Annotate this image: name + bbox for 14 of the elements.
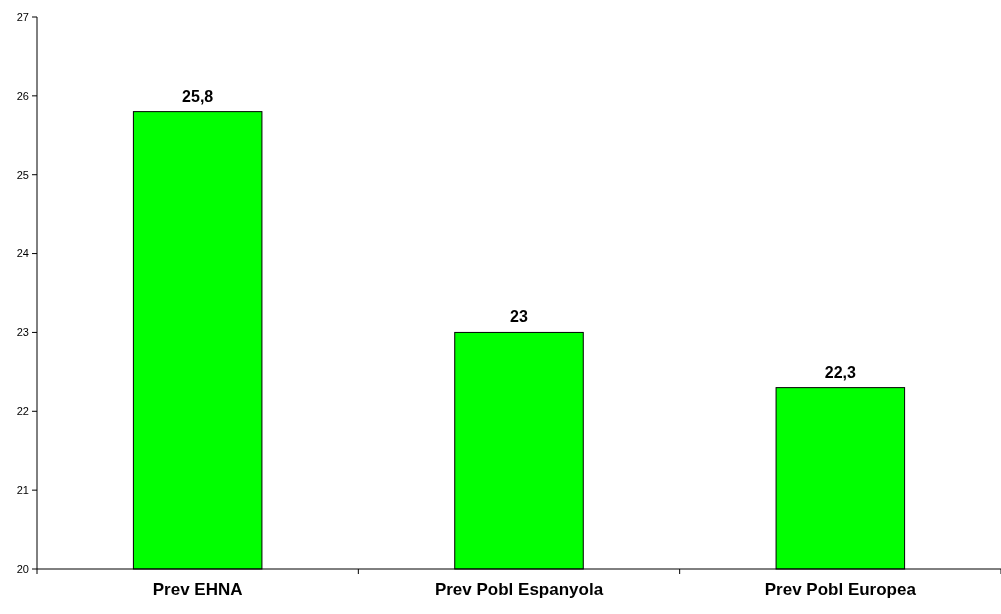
data-label: 23 bbox=[510, 308, 528, 326]
y-tick-label: 21 bbox=[16, 483, 29, 496]
data-label: 25,8 bbox=[182, 87, 214, 105]
y-tick-label: 24 bbox=[16, 247, 29, 260]
data-label: 22,3 bbox=[824, 363, 857, 381]
x-tick-label: Prev EHNA bbox=[152, 580, 243, 599]
y-tick-label: 26 bbox=[16, 89, 29, 102]
x-tick-label: Prev Pobl Europea bbox=[764, 580, 917, 599]
x-tick-label: Prev Pobl Espanyola bbox=[434, 580, 604, 599]
y-tick-label: 25 bbox=[16, 168, 29, 181]
y-tick-label: 23 bbox=[16, 326, 29, 339]
y-tick-label: 27 bbox=[16, 10, 29, 23]
y-tick-label: 22 bbox=[16, 405, 29, 418]
y-tick-label: 20 bbox=[16, 562, 29, 575]
